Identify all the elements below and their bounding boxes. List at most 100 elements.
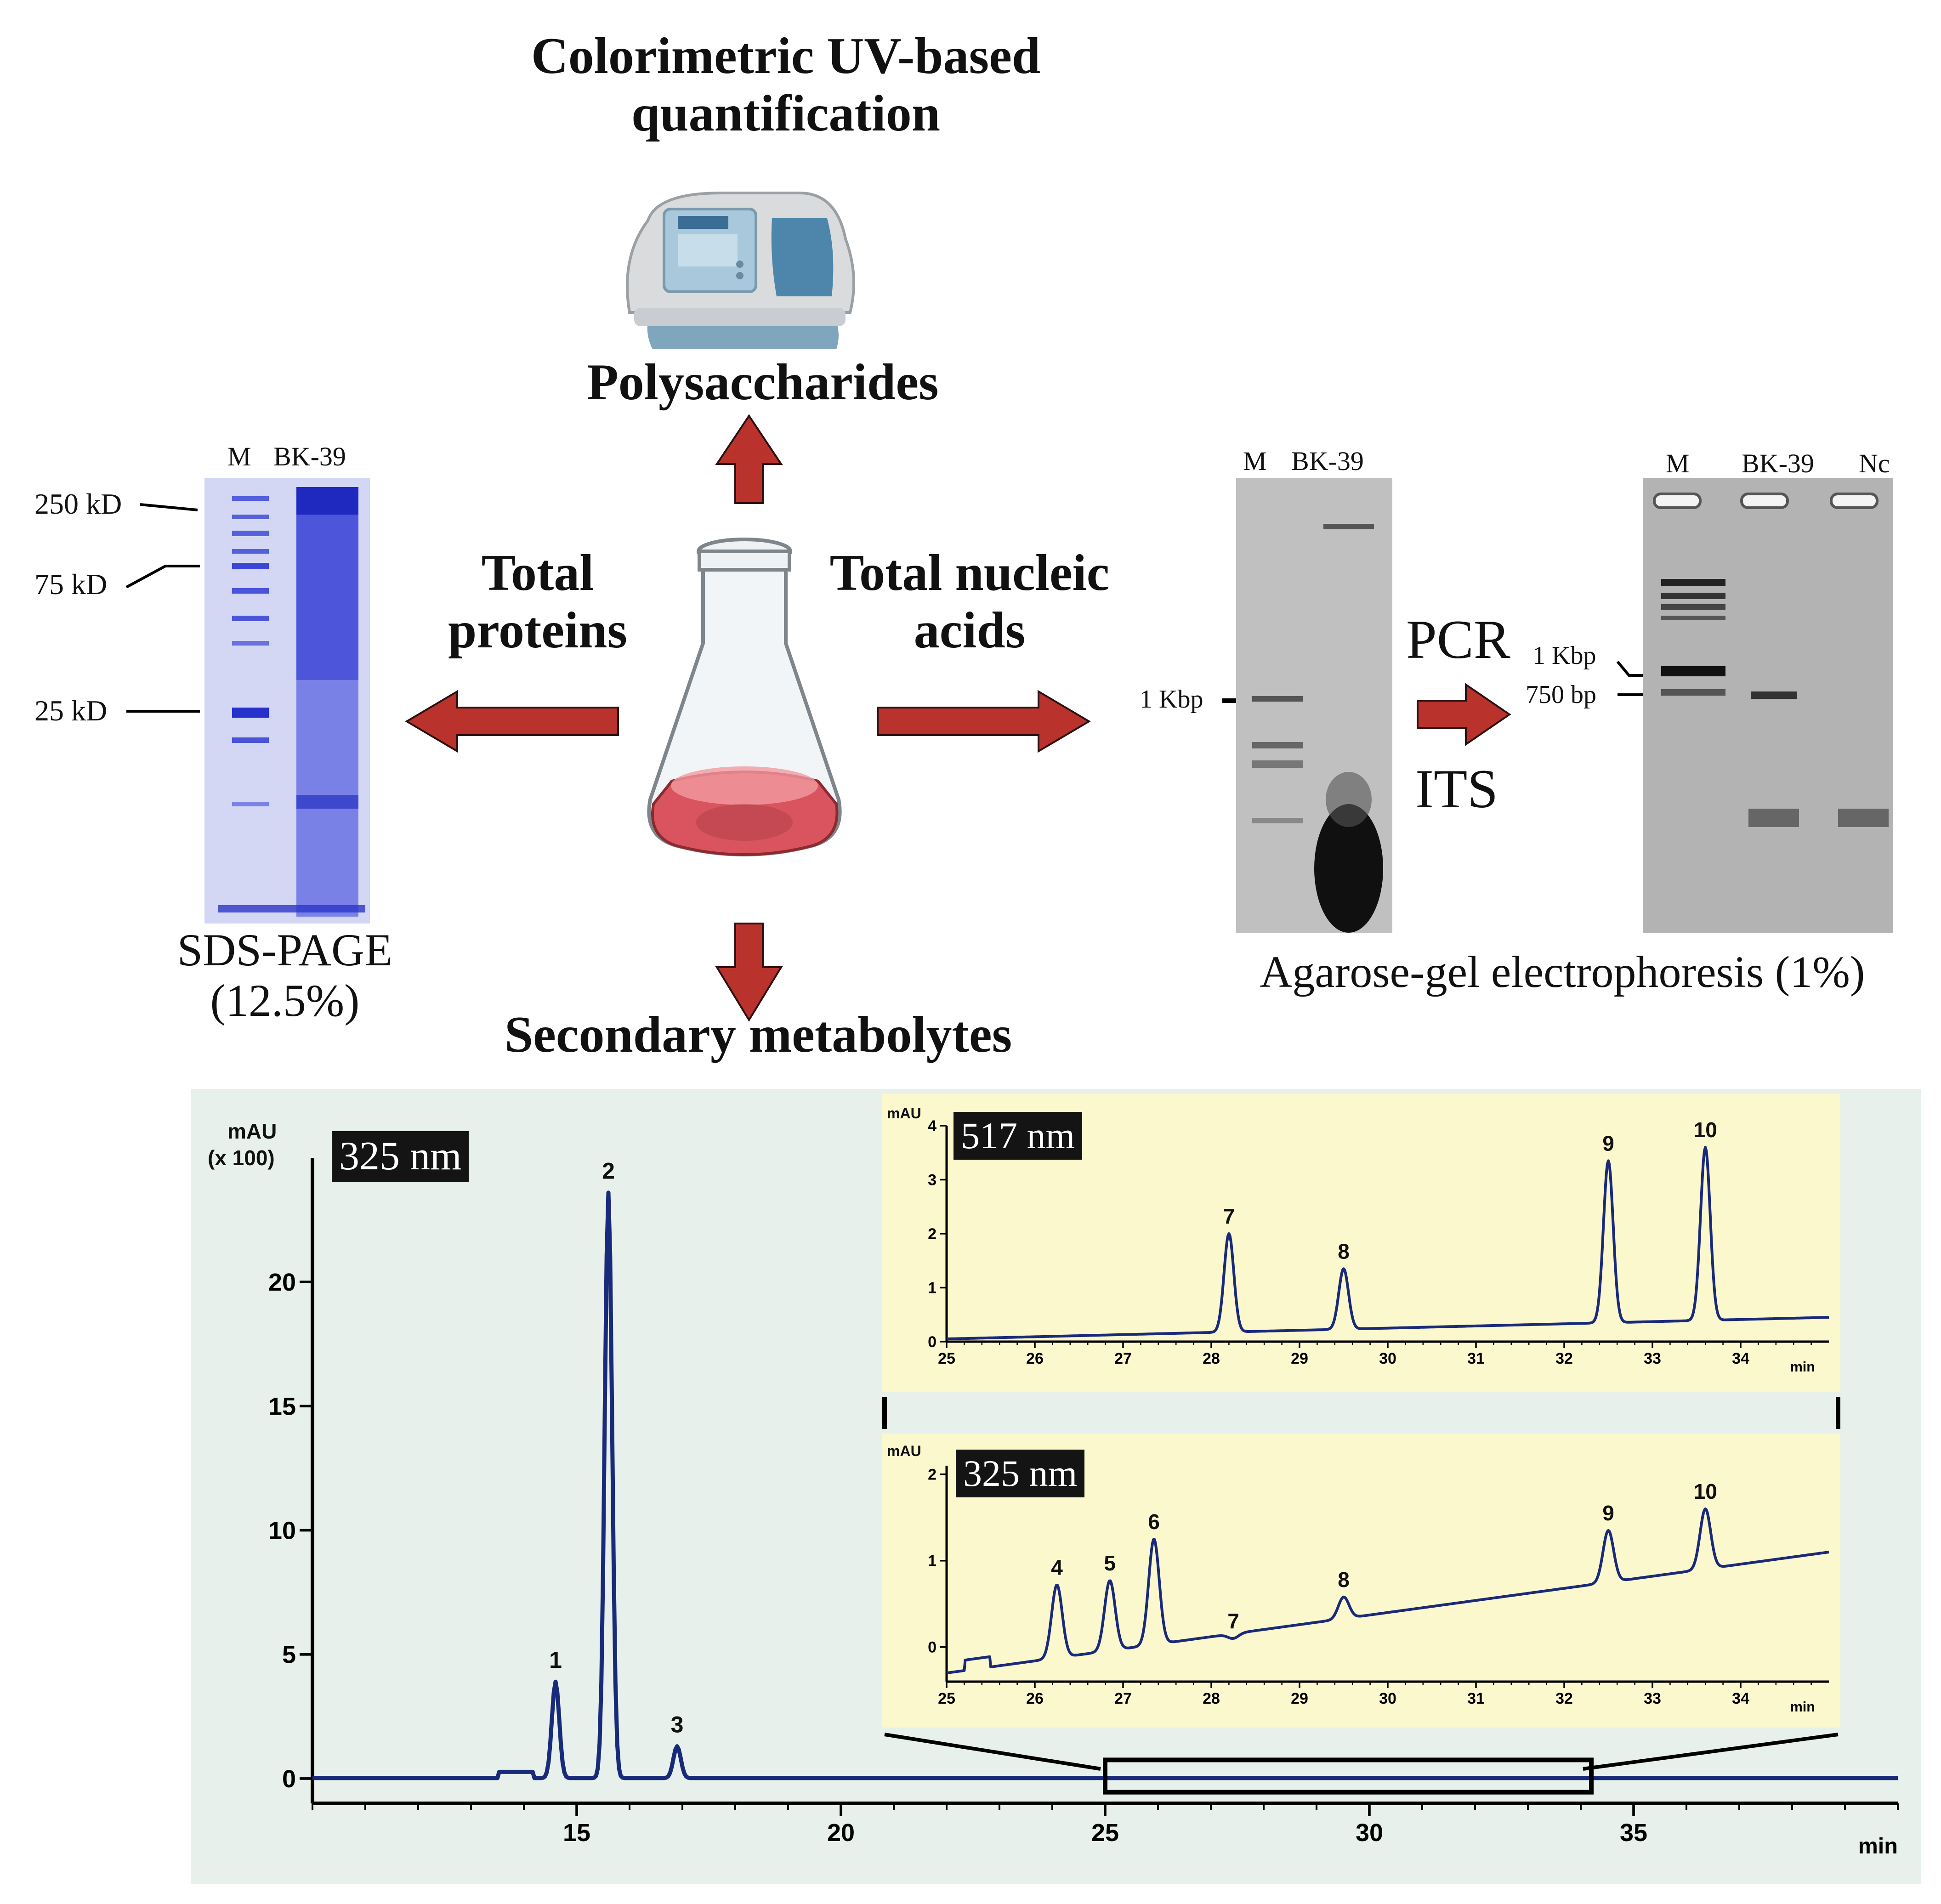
y-tick-label: 2 — [928, 1466, 936, 1484]
arrow-right-icon — [877, 690, 1091, 753]
peak-label-1: 1 — [549, 1647, 562, 1673]
y-tick-label: 2 — [928, 1225, 936, 1243]
x-tick-label: 30 — [1356, 1819, 1383, 1847]
x-tick-label: 31 — [1467, 1690, 1485, 1707]
agarose-gel-total-nucleic-acids — [1236, 478, 1392, 933]
x-tick-label: 25 — [1091, 1819, 1119, 1847]
x-axis-label: min — [1858, 1834, 1898, 1859]
polysaccharides-label: Polysaccharides — [587, 354, 939, 411]
agarose1-lane-m: M — [1243, 446, 1267, 476]
peak-label-10: 10 — [1694, 1118, 1717, 1142]
x-tick-label: 26 — [1026, 1350, 1044, 1367]
x-tick-label: 27 — [1114, 1690, 1132, 1707]
peak-label-10: 10 — [1694, 1479, 1717, 1503]
y-tick-label: 0 — [928, 1333, 936, 1351]
sds-marker-25: 25 kD — [34, 694, 108, 727]
inset-325-title: 325 nm — [956, 1450, 1085, 1497]
agarose1-marker-1kbp: 1 Kbp — [1140, 685, 1203, 714]
x-tick-label: 27 — [1114, 1350, 1132, 1367]
peak-label-7: 7 — [1227, 1609, 1239, 1633]
y-tick-label: 20 — [268, 1269, 296, 1296]
x-axis-label: min — [1790, 1359, 1815, 1375]
main-chart-ylabel-line1: mAU — [227, 1119, 277, 1143]
arrow-down-icon — [715, 923, 783, 1022]
agarose1-lane-bk39: BK-39 — [1291, 446, 1364, 476]
agarose-gel-pcr-its — [1643, 478, 1893, 933]
x-tick-label: 32 — [1555, 1690, 1573, 1707]
peak-label-5: 5 — [1104, 1551, 1116, 1575]
x-tick-label: 28 — [1203, 1690, 1220, 1707]
agarose2-marker-1kbp: 1 Kbp — [1532, 641, 1596, 670]
x-axis-label: min — [1790, 1699, 1815, 1715]
spectrophotometer-icon — [626, 192, 855, 349]
y-tick-label: 0 — [928, 1639, 936, 1656]
x-tick-label: 35 — [1620, 1819, 1647, 1847]
x-tick-label: 28 — [1203, 1350, 1220, 1367]
x-tick-label: 29 — [1291, 1690, 1308, 1707]
x-tick-label: 34 — [1732, 1350, 1749, 1367]
agarose2-marker-750bp: 750 bp — [1526, 680, 1596, 709]
x-tick-label: 33 — [1644, 1350, 1661, 1367]
agarose2-lane-m: M — [1666, 448, 1690, 478]
sds-lane-m: M — [227, 442, 251, 471]
chromatogram-trace — [946, 1507, 1829, 1675]
y-tick-label: 10 — [268, 1517, 296, 1544]
main-chart-title: 325 nm — [332, 1131, 469, 1182]
inset-517-ylabel: mAU — [887, 1105, 921, 1122]
sds-page-gel — [204, 478, 370, 924]
x-tick-label: 30 — [1379, 1690, 1396, 1707]
pcr-label: PCR — [1406, 609, 1510, 670]
x-tick-label: 25 — [938, 1690, 955, 1707]
zoom-box — [1103, 1757, 1594, 1795]
uv-quantification-title: Colorimetric UV-based quantification — [531, 28, 1041, 142]
y-tick-label: 4 — [928, 1117, 936, 1135]
agarose2-lane-bk39: BK-39 — [1742, 448, 1814, 478]
peak-label-8: 8 — [1338, 1239, 1350, 1263]
x-tick-label: 20 — [827, 1819, 855, 1847]
peak-label-8: 8 — [1338, 1568, 1350, 1592]
agarose-caption: Agarose-gel electrophoresis (1%) — [1260, 947, 1865, 997]
x-tick-label: 25 — [938, 1350, 955, 1367]
arrow-left-icon — [405, 690, 619, 753]
x-tick-label: 29 — [1291, 1350, 1308, 1367]
x-tick-label: 26 — [1026, 1690, 1044, 1707]
peak-label-3: 3 — [671, 1712, 684, 1738]
its-label: ITS — [1415, 758, 1498, 819]
total-proteins-label: Total proteins — [448, 544, 627, 659]
y-tick-label: 0 — [282, 1765, 296, 1793]
y-tick-label: 1 — [928, 1279, 936, 1297]
y-tick-label: 15 — [268, 1393, 296, 1420]
sds-caption-line2: (12.5%) — [210, 975, 360, 1026]
arrow-up-icon — [715, 414, 783, 504]
sds-marker-75: 75 kD — [34, 568, 108, 601]
x-tick-label: 34 — [1732, 1690, 1749, 1707]
total-nucleic-acids-label: Total nucleic acids — [829, 544, 1110, 659]
sds-lane-bk39: BK-39 — [273, 442, 346, 471]
agarose2-lane-nc: Nc — [1859, 448, 1890, 478]
peak-label-2: 2 — [602, 1158, 615, 1184]
x-tick-label: 30 — [1379, 1350, 1396, 1367]
sds-marker-leader-lines — [125, 503, 200, 713]
culture-flask-icon — [647, 538, 842, 856]
peak-label-4: 4 — [1051, 1555, 1063, 1579]
inset-325-ylabel: mAU — [887, 1443, 921, 1459]
chromatogram-trace — [946, 1146, 1829, 1341]
y-tick-label: 5 — [282, 1641, 296, 1669]
y-tick-label: 1 — [928, 1553, 936, 1570]
peak-label-7: 7 — [1223, 1204, 1235, 1228]
main-chart-ylabel-line2: (x 100) — [208, 1146, 275, 1170]
y-tick-label: 3 — [928, 1171, 936, 1189]
secondary-metabolytes-label: Secondary metabolytes — [504, 1006, 1012, 1063]
x-tick-label: 31 — [1467, 1350, 1485, 1367]
sds-marker-250: 250 kD — [34, 487, 122, 520]
x-tick-label: 33 — [1644, 1690, 1661, 1707]
x-tick-label: 15 — [563, 1819, 590, 1847]
sds-caption-line1: SDS-PAGE — [177, 924, 393, 975]
x-tick-label: 32 — [1555, 1350, 1573, 1367]
arrow-pcr-icon — [1417, 683, 1511, 746]
peak-label-9: 9 — [1602, 1131, 1614, 1155]
